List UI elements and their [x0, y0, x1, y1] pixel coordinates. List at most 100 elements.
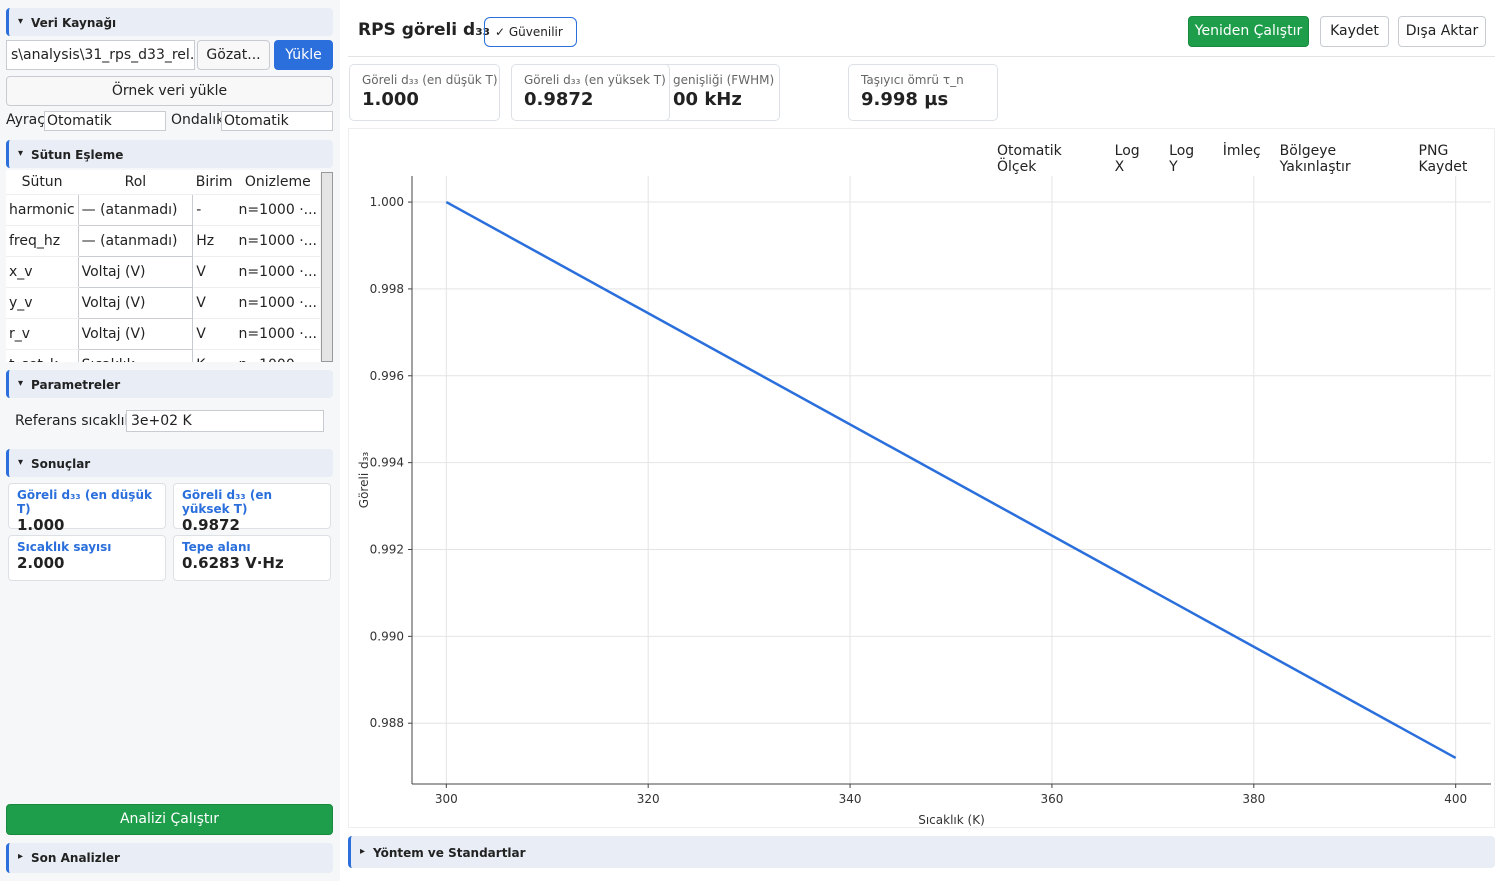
- section-header[interactable]: Parametreler: [6, 370, 333, 398]
- label: Ondalık: [171, 112, 225, 128]
- toolbar-button[interactable]: İmleç: [1222, 143, 1261, 159]
- metric-card: Göreli d₃₃ (en yüksek T) 0.9872: [511, 64, 670, 121]
- sidebar: Veri Kaynağı s\analysis\31_rps_d33_rel.c…: [0, 0, 340, 881]
- metric-value: 9.998 µs: [861, 89, 949, 110]
- table-cell: x_v: [6, 256, 79, 288]
- result-card: Sıcaklık sayısı 2.000: [8, 535, 166, 581]
- section-header[interactable]: Yöntem ve Standartlar: [348, 836, 1495, 868]
- chart-panel: 0.988 0.990 0.992 0.994 0.996 0.998 1.000 300 32…: [348, 128, 1495, 828]
- label: Referans sıcaklık: [15, 413, 133, 429]
- table-cell: t_set_k: [6, 349, 79, 362]
- role-select[interactable]: Voltaj (V): [77, 287, 194, 319]
- table-cell: K: [192, 349, 236, 362]
- metric-label: Taşıyıcı ömrü τ_n: [861, 73, 964, 87]
- table-cell: V: [192, 287, 236, 319]
- result-value: 0.9872: [182, 516, 240, 534]
- save-button[interactable]: Kaydet: [1320, 16, 1389, 47]
- check-icon: ✓: [495, 25, 509, 39]
- table-cell: r_v: [6, 318, 79, 350]
- label: Ayraç: [6, 112, 45, 128]
- result-label: Sıcaklık sayısı: [17, 540, 112, 554]
- section-header[interactable]: Sütun Eşleme: [6, 140, 333, 168]
- toolbar-button[interactable]: Log X: [1114, 143, 1140, 175]
- export-button[interactable]: Dışa Aktar: [1398, 16, 1486, 47]
- result-value: 0.6283 V·Hz: [182, 554, 284, 572]
- section-header[interactable]: Son Analizler: [6, 843, 333, 873]
- data-line: [445, 200, 1457, 760]
- divider: [348, 56, 1495, 57]
- y-tick-label: 0.998: [370, 282, 404, 296]
- y-tick-label: 0.988: [370, 716, 404, 730]
- table-cell: -: [192, 194, 236, 226]
- table-cell: n=1000 ·...: [235, 225, 320, 257]
- role-select[interactable]: Voltaj (V): [77, 256, 194, 288]
- metric-card: Taşıyıcı ömrü τ_n 9.998 µs: [848, 64, 998, 121]
- column-header: Birim: [192, 170, 236, 195]
- y-tick-label: 0.996: [370, 369, 404, 383]
- role-select[interactable]: — (atanmadı): [77, 225, 194, 257]
- section-header[interactable]: Veri Kaynağı: [6, 8, 333, 36]
- mapping-table: Sütun Rol Birim Onizleme harmonic — (atanmadı…: [6, 170, 320, 362]
- toolbar-button[interactable]: PNG Kaydet: [1418, 143, 1468, 175]
- page-title: RPS göreli d₃₃: [358, 20, 491, 40]
- x-axis-label: Sıcaklık (K): [918, 813, 985, 827]
- toolbar-button[interactable]: Log Y: [1169, 143, 1195, 175]
- y-tick-label: 0.994: [370, 456, 404, 470]
- toolbar-button[interactable]: Otomatik Ölçek: [997, 143, 1062, 175]
- select[interactable]: Otomatik: [221, 111, 333, 131]
- table-cell: y_v: [6, 287, 79, 319]
- metric-card: genişliği (FWHM) 00 kHz: [660, 64, 780, 121]
- result-value: 1.000: [17, 516, 65, 534]
- result-label: Tepe alanı: [182, 540, 251, 554]
- role-select[interactable]: Sıcaklık: [77, 349, 194, 362]
- table-cell: n=1000 ·...: [235, 349, 320, 362]
- x-tick-label: 300: [435, 792, 458, 806]
- rerun-button[interactable]: Yeniden Çalıştır: [1188, 16, 1309, 47]
- badge: ✓ Güvenilir: [484, 17, 577, 47]
- x-tick-label: 400: [1444, 792, 1467, 806]
- table-cell: n=1000 ·...: [235, 194, 320, 226]
- table-cell: n=1000 ·...: [235, 318, 320, 350]
- role-select[interactable]: Voltaj (V): [77, 318, 194, 350]
- result-value: 2.000: [17, 554, 65, 572]
- table-row: t_set_kSıcaklıkKn=1000 ·...: [6, 349, 320, 362]
- run-button[interactable]: Analizi Çalıştır: [6, 804, 333, 835]
- table-cell: n=1000 ·...: [235, 287, 320, 319]
- metric-label: Göreli d₃₃ (en düşük T): [362, 73, 498, 87]
- y-axis-label: Göreli d₃₃: [357, 452, 371, 509]
- table-row: freq_hz — (atanmadı) Hz n=1000 ·...: [6, 225, 320, 257]
- metric-label: Göreli d₃₃ (en yüksek T): [524, 73, 666, 87]
- badge-text: Güvenilir: [508, 25, 563, 39]
- y-tick-label: 0.990: [370, 629, 404, 643]
- table-cell: n=1000 ·...: [235, 256, 320, 288]
- x-tick-label: 320: [637, 792, 660, 806]
- y-tick-label: 1.000: [370, 195, 404, 209]
- number-input[interactable]: 3e+02 K: [126, 410, 324, 432]
- result-label: Göreli d₃₃ (en düşük T): [17, 488, 152, 516]
- table-header-row: Sütun Rol Birim Onizleme: [6, 170, 320, 195]
- table-cell: V: [192, 256, 236, 288]
- x-tick-label: 380: [1242, 792, 1265, 806]
- metric-card: Göreli d₃₃ (en düşük T) 1.000: [349, 64, 500, 121]
- section-header[interactable]: Sonuçlar: [6, 449, 333, 477]
- role-select[interactable]: — (atanmadı): [77, 194, 194, 226]
- browse-button[interactable]: Gözat...: [197, 40, 270, 70]
- sample-button[interactable]: Örnek veri yükle: [6, 76, 333, 106]
- table-cell: harmonic: [6, 194, 79, 226]
- metric-label: genişliği (FWHM): [673, 73, 775, 87]
- select[interactable]: Otomatik: [44, 111, 166, 131]
- table-cell: freq_hz: [6, 225, 79, 257]
- load-button[interactable]: Yükle: [274, 40, 333, 70]
- scrollbar[interactable]: [321, 172, 333, 362]
- x-tick-label: 360: [1040, 792, 1063, 806]
- metric-value: 00 kHz: [673, 89, 742, 110]
- toolbar-button[interactable]: Bölgeye Yakınlaştır: [1279, 143, 1351, 175]
- file-path[interactable]: s\analysis\31_rps_d33_rel.csv: [6, 40, 195, 70]
- result-card: Göreli d₃₃ (en yüksek T) 0.9872: [173, 483, 331, 534]
- column-header: Sütun: [6, 170, 79, 195]
- metric-value: 1.000: [362, 89, 419, 110]
